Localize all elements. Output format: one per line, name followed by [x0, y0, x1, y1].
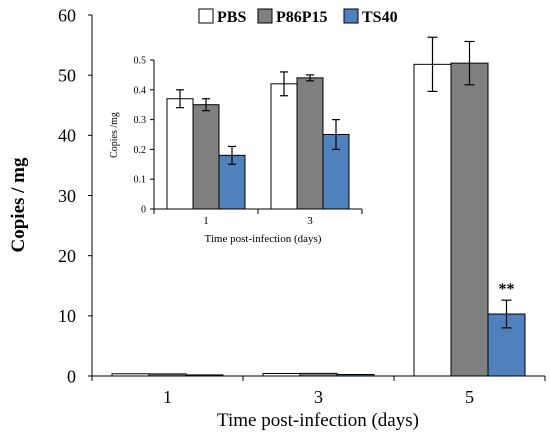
inset-x-axis-label: Time post-infection (days)	[205, 233, 322, 245]
inset-bar-pbs-day-1	[166, 98, 194, 210]
inset-bar-pbs-day-3	[270, 83, 298, 210]
inset-error-bar	[306, 74, 314, 82]
inset-y-tick-label: 0.3	[134, 115, 147, 126]
legend-label-pbs: PBS	[217, 9, 246, 26]
inset-error-bar	[202, 98, 210, 112]
inset-y-ticks: 0 0.1 0.2 0.3 0.4 0.5	[134, 56, 154, 216]
inset-y-axis-label: Copies /mg	[109, 112, 120, 158]
main-error-bar	[501, 299, 512, 329]
main-bar-pbs-day-5	[413, 63, 452, 377]
main-x-ticks: 1 3 5	[91, 376, 546, 407]
inset-bars	[166, 77, 350, 210]
inset-x-tick-label: 1	[203, 215, 209, 227]
main-y-tick-label: 20	[58, 246, 76, 266]
inset-y-tick-label: 0.2	[134, 145, 147, 156]
inset-bar-p86p15-day-3	[296, 77, 324, 210]
main-y-tick-label: 60	[58, 5, 76, 25]
main-y-ticks: 0 10 20 30 40 50 60	[58, 5, 92, 386]
inset-error-bar	[332, 118, 340, 150]
inset-y-tick-label: 0.5	[134, 56, 147, 67]
legend-label-p86p15: P86P15	[276, 9, 328, 26]
main-y-tick-label: 50	[58, 65, 76, 85]
legend-swatch-p86p15	[257, 8, 273, 24]
inset-y-tick-label: 0	[141, 205, 146, 216]
main-annotations: **	[499, 281, 515, 298]
main-x-tick-label: 5	[465, 387, 474, 407]
main-y-tick-label: 0	[67, 366, 76, 386]
significance-marker: **	[499, 281, 515, 298]
main-x-axis-label: Time post-infection (days)	[217, 410, 419, 431]
legend-swatch-ts40	[343, 8, 359, 24]
legend-swatch-pbs	[198, 8, 214, 24]
inset-x-tick-label: 3	[307, 215, 313, 227]
main-y-tick-label: 30	[58, 186, 76, 206]
main-error-bar	[427, 36, 438, 93]
main-x-tick-label: 3	[314, 387, 323, 407]
legend: PBS P86P15 TS40	[198, 8, 398, 26]
inset-error-bar	[176, 89, 184, 109]
inset-y-tick-label: 0.1	[134, 175, 147, 186]
main-y-tick-label: 10	[58, 306, 76, 326]
inset-bar-p86p15-day-1	[192, 104, 220, 210]
inset-error-bars	[176, 71, 340, 165]
inset-error-bar	[228, 145, 236, 165]
main-error-bars	[427, 36, 512, 329]
inset-error-bar	[280, 71, 288, 97]
main-y-tick-label: 40	[58, 126, 76, 146]
legend-label-ts40: TS40	[362, 9, 398, 26]
main-x-tick-label: 1	[163, 387, 172, 407]
main-y-axis-label: Copies / mg	[8, 157, 29, 253]
main-bar-p86p15-day-5	[450, 62, 489, 377]
main-error-bar	[464, 40, 475, 86]
inset-y-tick-label: 0.4	[134, 85, 147, 96]
